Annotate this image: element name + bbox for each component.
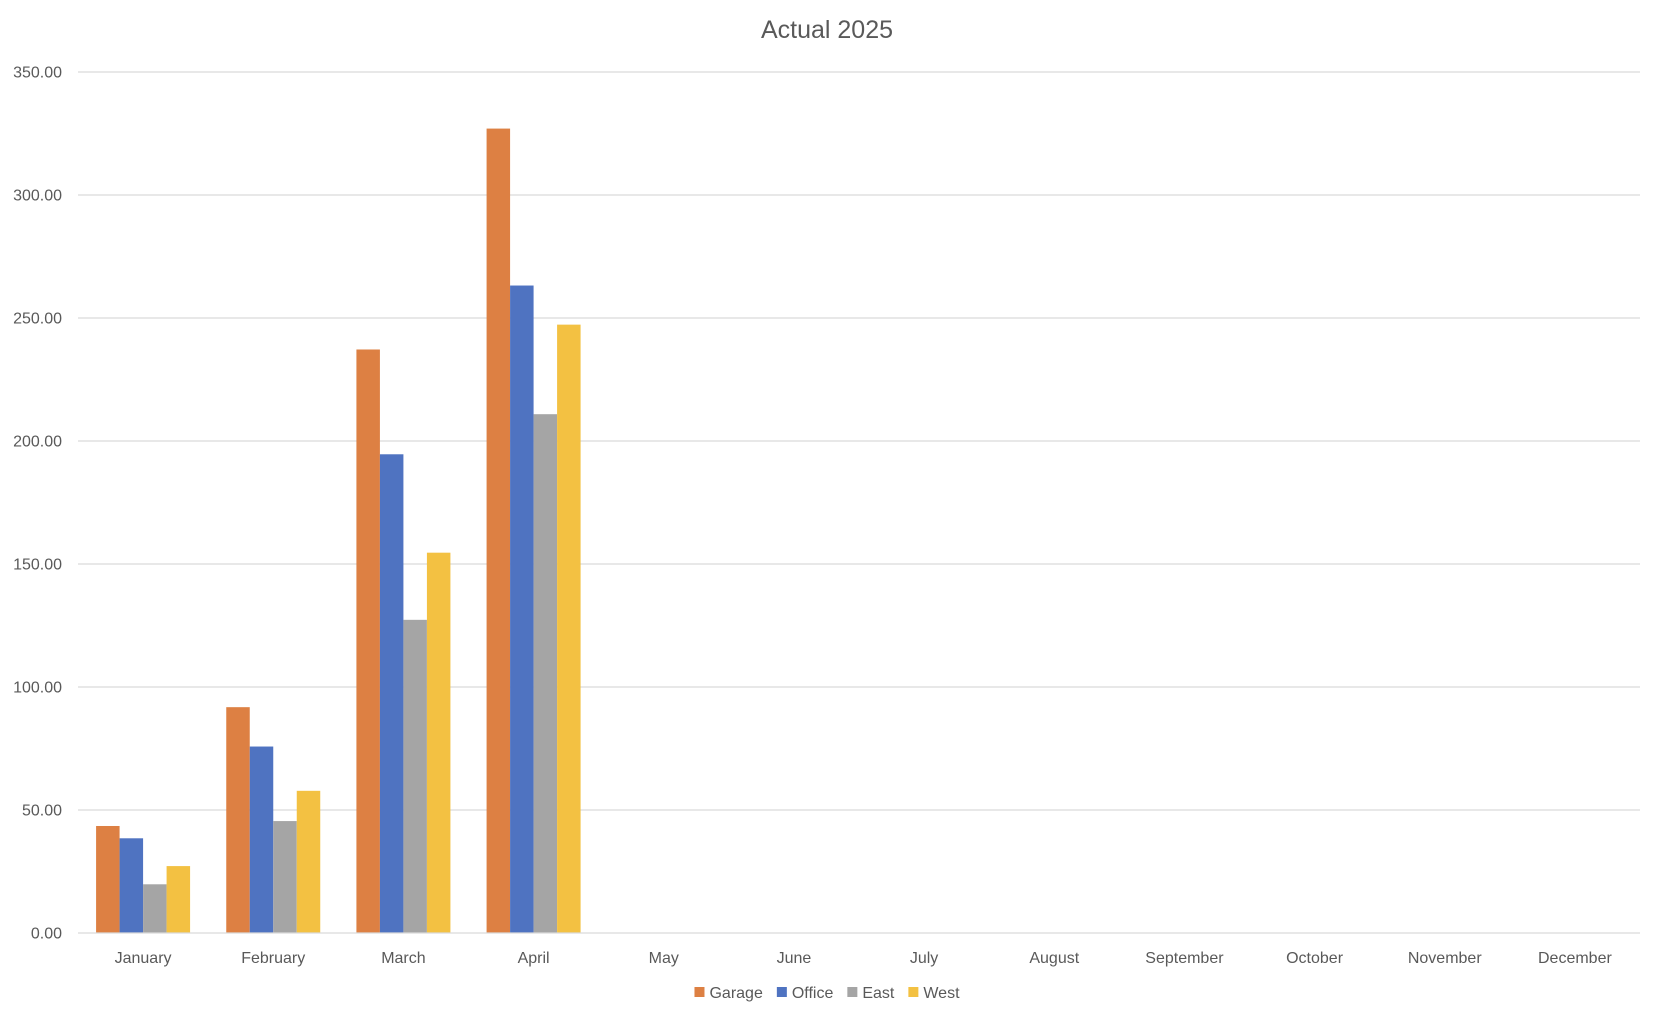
bar-east-april — [533, 414, 558, 933]
legend: Garage Office East West — [694, 985, 960, 1002]
legend-label: Office — [792, 985, 834, 1002]
x-tick-label: October — [1286, 950, 1344, 967]
bar-east-february — [273, 821, 297, 933]
legend-item-garage: Garage — [694, 985, 763, 1002]
y-tick-label: 350.00 — [13, 65, 62, 82]
bar-office-march — [379, 454, 404, 933]
legend-label: Garage — [709, 985, 762, 1002]
chart-title: Actual 2025 — [761, 16, 893, 44]
y-axis-ticks: 0.00 50.00 100.00 150.00 200.00 250.00 300.00 3… — [13, 65, 62, 943]
y-tick-label: 300.00 — [13, 188, 62, 205]
bar-office-january — [119, 838, 144, 933]
x-tick-label: February — [241, 950, 305, 967]
legend-item-office: Office — [776, 985, 834, 1002]
x-tick-label: December — [1538, 950, 1612, 967]
legend-swatch — [776, 987, 787, 997]
legend-swatch — [908, 987, 919, 997]
y-tick-label: 250.00 — [13, 311, 62, 328]
bar-office-february — [249, 746, 274, 933]
y-tick-label: 150.00 — [13, 557, 62, 574]
bar-east-january — [143, 884, 167, 933]
legend-swatch — [847, 987, 858, 997]
x-tick-label: August — [1029, 950, 1079, 967]
bar-garage-april — [486, 128, 511, 933]
legend-label: West — [923, 985, 960, 1002]
bar-west-april — [557, 324, 581, 934]
bar-garage-february — [226, 707, 250, 933]
bar-east-march — [403, 619, 427, 933]
bar-west-march — [426, 552, 451, 933]
bars — [96, 128, 581, 934]
x-tick-label: January — [115, 950, 172, 967]
y-tick-label: 50.00 — [22, 803, 62, 820]
x-tick-label: July — [910, 950, 938, 967]
x-tick-label: June — [777, 950, 812, 967]
bar-office-april — [510, 285, 534, 933]
bar-west-january — [166, 866, 191, 933]
x-tick-label: March — [381, 950, 425, 967]
x-tick-label: November — [1408, 950, 1482, 967]
x-tick-label: May — [649, 950, 679, 967]
bar-garage-january — [96, 825, 120, 933]
bar-west-february — [296, 790, 321, 933]
y-tick-label: 0.00 — [31, 926, 62, 943]
legend-item-west: West — [908, 985, 960, 1002]
bar-garage-march — [356, 349, 380, 933]
gridlines — [78, 71, 1640, 811]
legend-swatch — [694, 987, 705, 997]
x-axis-ticks: January February March April May June July Augu… — [115, 950, 1613, 967]
y-tick-label: 100.00 — [13, 680, 62, 697]
x-tick-label: September — [1145, 950, 1224, 967]
legend-item-east: East — [847, 985, 895, 1002]
x-tick-label: April — [518, 950, 550, 967]
legend-label: East — [862, 985, 895, 1002]
y-tick-label: 200.00 — [13, 434, 62, 451]
